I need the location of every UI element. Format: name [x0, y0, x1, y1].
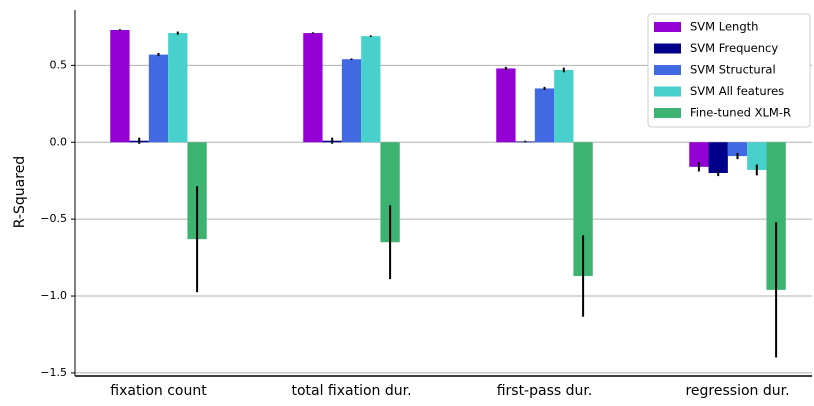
y-tick-label: −1.0	[40, 289, 67, 302]
y-axis-label: R-Squared	[12, 156, 28, 228]
bar	[110, 29, 130, 143]
bar	[361, 36, 381, 143]
bar	[341, 59, 362, 143]
bar	[496, 68, 516, 143]
legend-label: SVM Frequency	[690, 41, 778, 55]
x-tick-label: total fixation dur.	[291, 383, 411, 399]
bar	[168, 33, 188, 143]
legend-label: SVM Length	[690, 20, 758, 34]
bar	[766, 142, 786, 290]
legend-label: SVM Structural	[690, 63, 776, 77]
legend-swatch	[654, 43, 681, 54]
bar	[747, 142, 767, 170]
x-tick-label: regression dur.	[685, 383, 789, 399]
legend-swatch	[654, 22, 681, 32]
bar	[380, 142, 400, 243]
bar	[708, 142, 728, 174]
bar	[573, 142, 593, 277]
legend-box	[647, 13, 811, 128]
legend-swatch	[654, 108, 681, 118]
bar	[303, 33, 323, 143]
legend-swatch	[654, 86, 681, 97]
legend-label: Fine-tuned XLM-R	[690, 106, 791, 120]
y-tick-label: 0.5	[50, 58, 68, 71]
legend-swatch	[654, 65, 681, 75]
bar	[148, 54, 169, 143]
x-tick-label: fixation count	[110, 383, 207, 399]
bar	[554, 69, 574, 143]
y-tick-label: −0.5	[40, 212, 67, 225]
legend-label: SVM All features	[690, 84, 784, 98]
y-tick-label: −1.5	[40, 366, 67, 379]
bar	[689, 142, 709, 167]
bar	[727, 142, 748, 157]
y-tick-label: 0.0	[50, 135, 68, 148]
x-tick-label: first-pass dur.	[497, 383, 593, 399]
bar	[534, 88, 555, 143]
